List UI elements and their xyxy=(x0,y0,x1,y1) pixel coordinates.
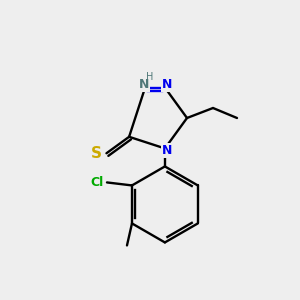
Text: Cl: Cl xyxy=(90,176,104,189)
Text: N: N xyxy=(139,78,149,91)
Text: N: N xyxy=(162,78,172,91)
Text: N: N xyxy=(162,144,172,157)
Text: S: S xyxy=(91,146,102,161)
Text: H: H xyxy=(146,72,154,82)
